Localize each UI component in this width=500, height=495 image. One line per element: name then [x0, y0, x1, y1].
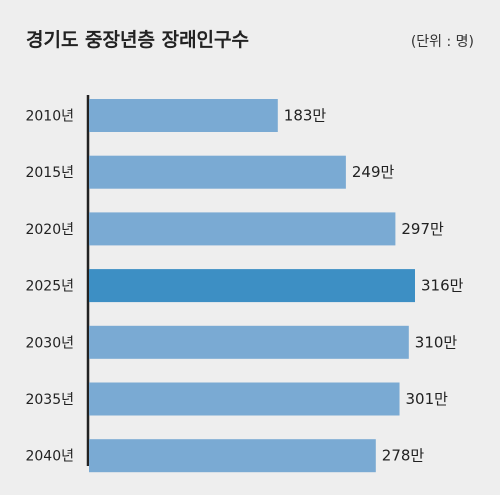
bar-5 [89, 382, 400, 416]
category-label-4: 2030년 [25, 335, 74, 351]
value-label-3: 316만 [421, 277, 464, 295]
category-label-6: 2040년 [25, 449, 74, 465]
value-label-4: 310만 [415, 333, 458, 351]
category-label-1: 2015년 [25, 165, 74, 181]
value-label-2: 297만 [401, 220, 444, 238]
unit-label: (단위 : 명) [411, 34, 474, 50]
bar-2 [89, 212, 396, 246]
chart-title: 경기도 중장년층 장래인구수 [26, 29, 249, 51]
value-label-6: 278만 [382, 447, 425, 465]
category-label-2: 2020년 [25, 222, 74, 238]
bar-3 [89, 269, 415, 303]
value-label-1: 249만 [352, 163, 395, 181]
bar-4 [89, 325, 409, 359]
bars-group: 2010년 183만 2015년 249만 2020년 297만 2025년 316만 2030… [25, 99, 464, 473]
bar-0 [89, 99, 278, 132]
category-label-3: 2025년 [25, 279, 74, 295]
value-label-5: 301만 [406, 390, 449, 408]
bar-6 [89, 439, 376, 473]
category-label-5: 2035년 [25, 392, 74, 408]
value-label-0: 183만 [284, 107, 327, 125]
bar-1 [89, 155, 346, 189]
category-label-0: 2010년 [25, 109, 74, 125]
